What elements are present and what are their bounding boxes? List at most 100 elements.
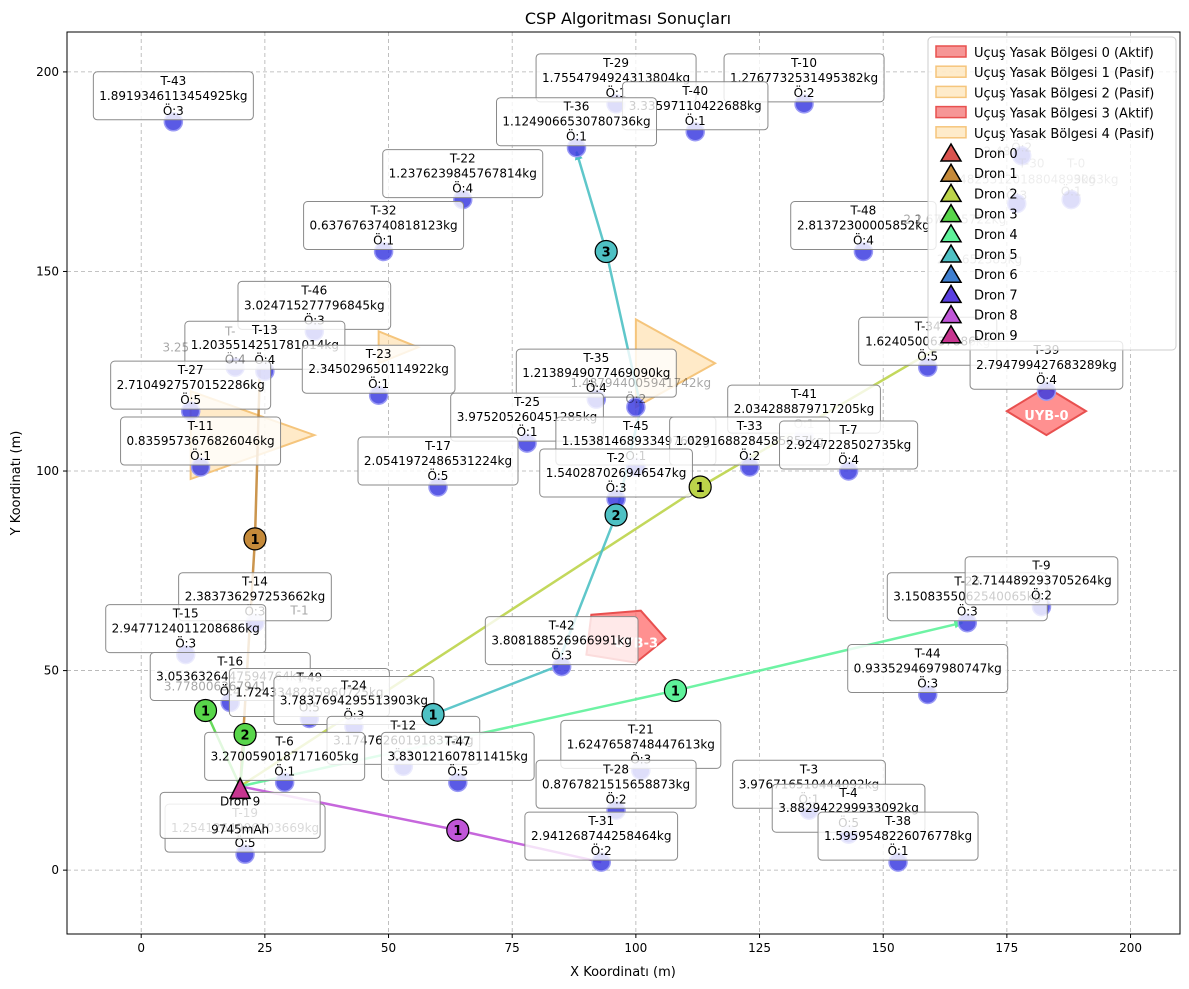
legend-label: Dron 2 [974, 187, 1018, 202]
delivery-id: T-21 [627, 722, 654, 736]
delivery-id: T-16 [216, 655, 243, 669]
delivery-priority: Ö:4 [838, 451, 859, 467]
plot-frame [66, 31, 1181, 935]
delivery-id: T-46 [300, 283, 327, 297]
delivery-priority: Ö:2 [739, 447, 760, 463]
delivery-weight: 2.034288879717205kg [734, 402, 875, 416]
route-step-number: 3 [602, 246, 611, 261]
delivery-priority: Ö:3 [163, 102, 184, 118]
route-step-number: 2 [241, 728, 250, 743]
route-step-marker [193, 698, 218, 723]
legend-drone-triangle [939, 162, 963, 182]
delivery-id: T-33 [736, 419, 763, 433]
delivery-label-background [964, 556, 1119, 606]
y-tick-label: 100 [36, 464, 59, 478]
delivery-weight: 2.7104927570152286kg [117, 378, 265, 392]
legend-drone-triangle [939, 324, 963, 344]
legend-drone-triangle [939, 304, 963, 324]
delivery-weight: 2.714489293705264kg [971, 574, 1112, 588]
legend-zone-swatch [935, 85, 967, 99]
legend-drone-triangle [939, 243, 963, 263]
x-tick-label: 175 [995, 941, 1018, 955]
route-step-marker [233, 722, 257, 747]
chart-title: CSP Algoritması Sonuçları [525, 9, 731, 28]
legend-label: Uçuş Yasak Bölgesi 0 (Aktif) [974, 46, 1154, 61]
delivery-id: T-45 [622, 419, 649, 433]
route-step-marker [688, 475, 712, 499]
delivery-label-background [301, 344, 456, 394]
delivery-weight: 3.830121607811415kg [388, 749, 529, 763]
delivery-priority: Ö:4 [452, 180, 473, 196]
delivery-label-background [779, 420, 919, 470]
delivery-priority: Ö:1 [274, 762, 295, 778]
delivery-label-background [817, 811, 979, 861]
delivery-weight: 0.8359573676826046kg [126, 434, 274, 448]
delivery-weight: 2.383736297253662kg [185, 590, 326, 604]
delivery-id: T-44 [914, 647, 941, 661]
y-tick-label: 150 [36, 264, 59, 278]
legend: Uçuş Yasak Bölgesi 0 (Aktif) Uçuş Yasak B… [927, 36, 1177, 351]
delivery-id: T-22 [449, 152, 476, 166]
delivery-priority: Ö:4 [586, 379, 607, 395]
legend-label: Dron 6 [974, 268, 1018, 283]
delivery-id: T-7 [838, 423, 857, 437]
legend-label: Uçuş Yasak Bölgesi 2 (Pasif) [974, 86, 1154, 101]
delivery-label-background [92, 71, 254, 121]
delivery-weight: 2.9477124011208686kg [112, 622, 260, 636]
legend-box [927, 36, 1177, 351]
delivery-label-background [380, 731, 535, 781]
delivery-weight: 3.7837694295513903kg [280, 693, 428, 707]
delivery-id: T-11 [187, 419, 214, 433]
delivery-priority: Ö:5 [917, 347, 938, 363]
y-axis-label: Y Koordinatı (m) [9, 431, 24, 537]
route-step-number: 2 [612, 509, 621, 524]
delivery-id: T-4 [838, 786, 857, 800]
delivery-label-background [303, 201, 465, 251]
delivery-weight: 3.33597110422688kg [629, 99, 762, 113]
delivery-weight: 2.794799427683289kg [976, 358, 1117, 372]
route-step-marker [421, 702, 445, 727]
delivery-id: T-36 [563, 100, 590, 114]
y-tick-label: 50 [44, 664, 59, 678]
delivery-priority: Ö:3 [175, 635, 196, 651]
delivery-id: T-2 [606, 451, 625, 465]
legend-drone-triangle [939, 283, 963, 304]
delivery-label-background [120, 416, 282, 466]
route-step-number: 1 [201, 704, 210, 719]
legend-drone-triangle [939, 142, 963, 162]
delivery-priority: Ö:4 [853, 232, 874, 248]
delivery-id: T-10 [790, 56, 817, 70]
delivery-id: T-41 [790, 387, 817, 401]
delivery-label-background [524, 811, 679, 861]
x-tick-label: 125 [748, 941, 771, 955]
legend-label: Uçuş Yasak Bölgesi 1 (Pasif) [974, 66, 1154, 81]
legend-label: Dron 9 [974, 329, 1018, 344]
legend-drone-triangle [939, 203, 963, 223]
delivery-priority: Ö:5 [180, 391, 201, 407]
delivery-priority: Ö:1 [888, 842, 909, 858]
legend-zone-swatch [935, 126, 967, 139]
delivery-weight: 3.024715277796845kg [244, 298, 385, 312]
drone-start-triangle [228, 776, 252, 800]
no-fly-zone [1004, 386, 1088, 437]
legend-drone-triangle [939, 263, 963, 283]
delivery-weight: 1.2767732531495382kg [730, 71, 878, 85]
legend-zone-swatch [935, 45, 967, 58]
delivery-id: T-17 [424, 439, 451, 453]
